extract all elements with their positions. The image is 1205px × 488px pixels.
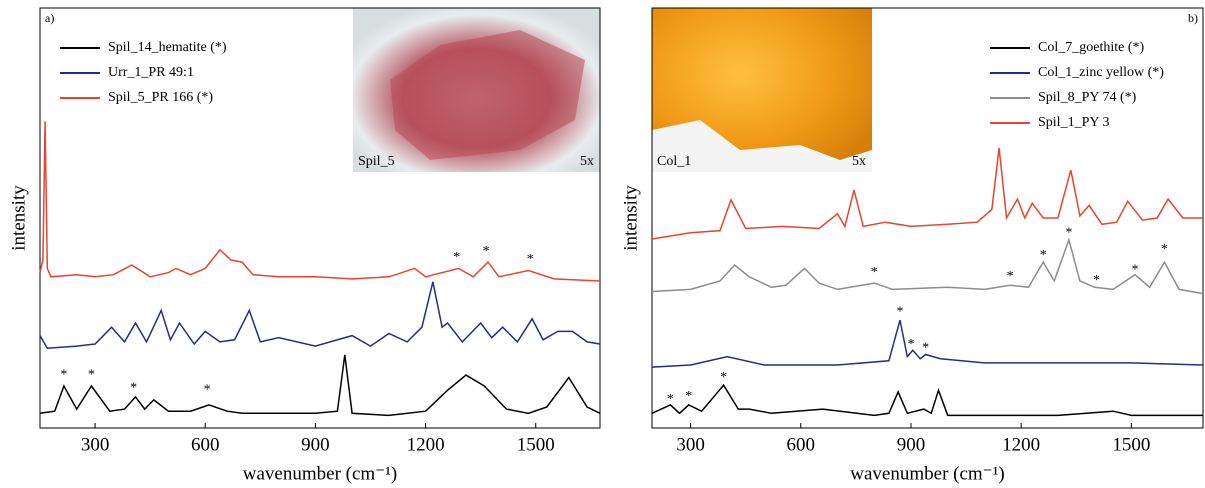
- x-tick-label: 1200: [407, 434, 445, 455]
- legend-label: Spil_8_PY 74 (*): [1038, 90, 1137, 105]
- x-tick-label: 600: [787, 434, 816, 455]
- panel-label: b): [1188, 11, 1198, 25]
- inset-sample: [390, 30, 585, 160]
- peak-marker: *: [667, 392, 674, 407]
- spectrum-line: [39, 281, 601, 349]
- spectrum-line: [651, 383, 1203, 417]
- x-tick-label: 1500: [1112, 434, 1150, 455]
- legend-label: Col_7_goethite (*): [1038, 40, 1144, 55]
- spectrum-line: [39, 354, 601, 417]
- x-tick-label: 1500: [517, 434, 555, 455]
- peak-marker: *: [720, 370, 727, 385]
- x-tick-label: 1200: [1002, 434, 1040, 455]
- peak-marker: *: [483, 244, 490, 259]
- plot-frame: [39, 7, 601, 429]
- peak-marker: *: [871, 265, 878, 280]
- peak-marker: *: [88, 367, 95, 382]
- legend-label: Urr_1_PR 49:1: [108, 65, 194, 80]
- inset-magnification: 5x: [580, 154, 594, 169]
- x-tick-label: 600: [191, 434, 220, 455]
- peak-marker: *: [130, 380, 137, 395]
- spectrum-line: [651, 319, 1204, 368]
- spectrum-line: [651, 147, 1203, 240]
- peak-marker: *: [1040, 248, 1047, 263]
- legend-label: Spil_14_hematite (*): [108, 40, 227, 55]
- peak-marker: *: [527, 252, 534, 267]
- y-axis-label: intensity: [620, 185, 641, 251]
- peak-marker: *: [60, 367, 67, 382]
- peak-marker: *: [685, 389, 692, 404]
- peak-marker: *: [1132, 262, 1139, 277]
- spectrum-line: [39, 121, 601, 282]
- peak-marker: *: [1007, 269, 1014, 284]
- inset-magnification: 5x: [852, 154, 866, 169]
- peak-marker: *: [896, 304, 903, 319]
- x-axis-label: wavenumber (cm⁻¹): [850, 463, 1004, 484]
- legend-label: Spil_5_PR 166 (*): [108, 90, 213, 105]
- inset-background: [652, 120, 872, 172]
- x-axis-label: wavenumber (cm⁻¹): [243, 463, 397, 484]
- x-tick-label: 300: [81, 434, 110, 455]
- x-tick-label: 900: [897, 434, 926, 455]
- peak-marker: *: [1093, 273, 1100, 288]
- peak-marker: *: [453, 250, 460, 265]
- legend-label: Spil_1_PY 3: [1038, 115, 1109, 130]
- peak-marker: *: [922, 340, 929, 355]
- peak-marker: *: [1065, 225, 1072, 240]
- spectrum-line: [651, 237, 1204, 295]
- inset-label: Col_1: [657, 154, 691, 169]
- y-axis-label: intensity: [8, 185, 29, 251]
- x-tick-label: 900: [301, 434, 330, 455]
- peak-marker: *: [204, 382, 211, 397]
- peak-marker: *: [1161, 242, 1168, 257]
- legend-label: Col_1_zinc yellow (*): [1038, 65, 1164, 80]
- peak-marker: *: [907, 337, 914, 352]
- panel-label: a): [45, 11, 54, 25]
- inset-label: Spil_5: [358, 154, 395, 169]
- x-tick-label: 300: [676, 434, 705, 455]
